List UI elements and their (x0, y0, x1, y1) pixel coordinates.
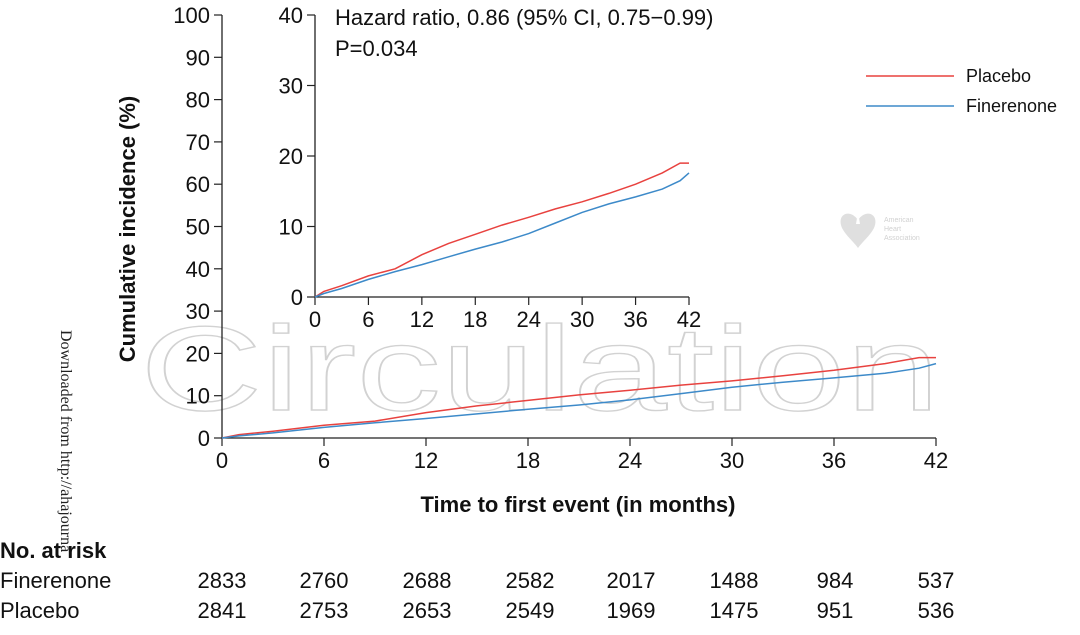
main-y-tick-label: 20 (186, 341, 210, 366)
inset-y-tick-label: 40 (279, 3, 303, 28)
risk-value: 1969 (606, 598, 656, 623)
p-value-text: P=0.034 (335, 36, 418, 61)
legend-placebo-label: Placebo (966, 66, 1031, 86)
main-x-tick-label: 24 (618, 448, 642, 473)
inset-x-tick-label: 36 (623, 307, 647, 332)
inset-series-finerenone (314, 172, 690, 298)
risk-row-label: Placebo (0, 598, 80, 623)
logo-text-3: Association (884, 235, 920, 242)
risk-row-placebo: Placebo 2841 2753 2653 2549 1969 1475 951 536 (0, 598, 1080, 628)
logo-text-1: American (884, 217, 914, 224)
inset-x-tick-label: 24 (516, 307, 540, 332)
inset-x-tick-label: 12 (410, 307, 434, 332)
risk-value: 951 (816, 598, 854, 623)
y-axis-title: Cumulative incidence (%) (115, 96, 140, 363)
main-x-tick-label: 12 (414, 448, 438, 473)
main-y-tick-label: 90 (186, 45, 210, 70)
watermark: Circulation (140, 302, 940, 436)
inset-y-tick-label: 30 (279, 74, 303, 99)
main-y-tick-label: 100 (173, 3, 210, 28)
main-y-tick-label: 0 (198, 426, 210, 451)
inset-series-placebo (314, 162, 689, 298)
inset-y-tick-label: 20 (279, 144, 303, 169)
x-axis-title: Time to first event (in months) (421, 492, 736, 517)
inset-plot: 0 10 20 30 40 0 6 12 18 24 30 36 42 (279, 3, 702, 332)
risk-value: 2841 (197, 598, 247, 623)
legend-finerenone-label: Finerenone (966, 96, 1057, 116)
main-y-tick-label: 40 (186, 257, 210, 282)
risk-value: 536 (917, 598, 955, 623)
main-x-tick-label: 6 (318, 448, 330, 473)
risk-value: 2753 (299, 598, 349, 623)
inset-x-tick-label: 18 (463, 307, 487, 332)
risk-value: 537 (917, 568, 955, 593)
risk-value: 2582 (505, 568, 555, 593)
risk-value: 2653 (402, 598, 452, 623)
main-y-tick-label: 80 (186, 88, 210, 113)
main-y-tick-label: 10 (186, 384, 210, 409)
aha-logo: American Heart Association (840, 212, 920, 248)
main-x-tick-label: 36 (822, 448, 846, 473)
main-x-tick-label: 0 (216, 448, 228, 473)
main-y-tick-label: 70 (186, 130, 210, 155)
side-download-text: Downloaded from http://ahajourna (57, 330, 74, 552)
main-series-placebo (221, 356, 936, 439)
risk-value: 1475 (709, 598, 759, 623)
main-y-tick-label: 60 (186, 172, 210, 197)
risk-value: 2549 (505, 598, 555, 623)
main-x-tick-label: 30 (720, 448, 744, 473)
inset-x-tick-label: 42 (677, 307, 701, 332)
inset-y-tick-label: 0 (291, 285, 303, 310)
main-series-finerenone (221, 362, 937, 439)
risk-value: 984 (816, 568, 854, 593)
risk-value: 2688 (402, 568, 452, 593)
main-y-tick-label: 50 (186, 215, 210, 240)
main-x-tick-label: 42 (924, 448, 948, 473)
inset-x-tick-label: 30 (570, 307, 594, 332)
risk-value: 2833 (197, 568, 247, 593)
hazard-ratio-text: Hazard ratio, 0.86 (95% CI, 0.75−0.99) (335, 5, 714, 30)
legend: Placebo Finerenone (866, 66, 1057, 116)
heart-torch-icon (840, 213, 876, 248)
risk-value: 2760 (299, 568, 349, 593)
main-x-tick-label: 18 (516, 448, 540, 473)
logo-text-2: Heart (884, 226, 901, 233)
risk-row-finerenone: Finerenone 2833 2760 2688 2582 2017 1488 984 537 (0, 568, 1080, 598)
inset-y-tick-label: 10 (279, 215, 303, 240)
risk-table-title: No. at risk (0, 538, 107, 563)
risk-value: 2017 (606, 568, 656, 593)
inset-x-tick-label: 0 (309, 307, 321, 332)
inset-x-tick-label: 6 (362, 307, 374, 332)
main-y-tick-label: 30 (186, 299, 210, 324)
risk-value: 1488 (709, 568, 759, 593)
risk-row-label: Finerenone (0, 568, 112, 593)
